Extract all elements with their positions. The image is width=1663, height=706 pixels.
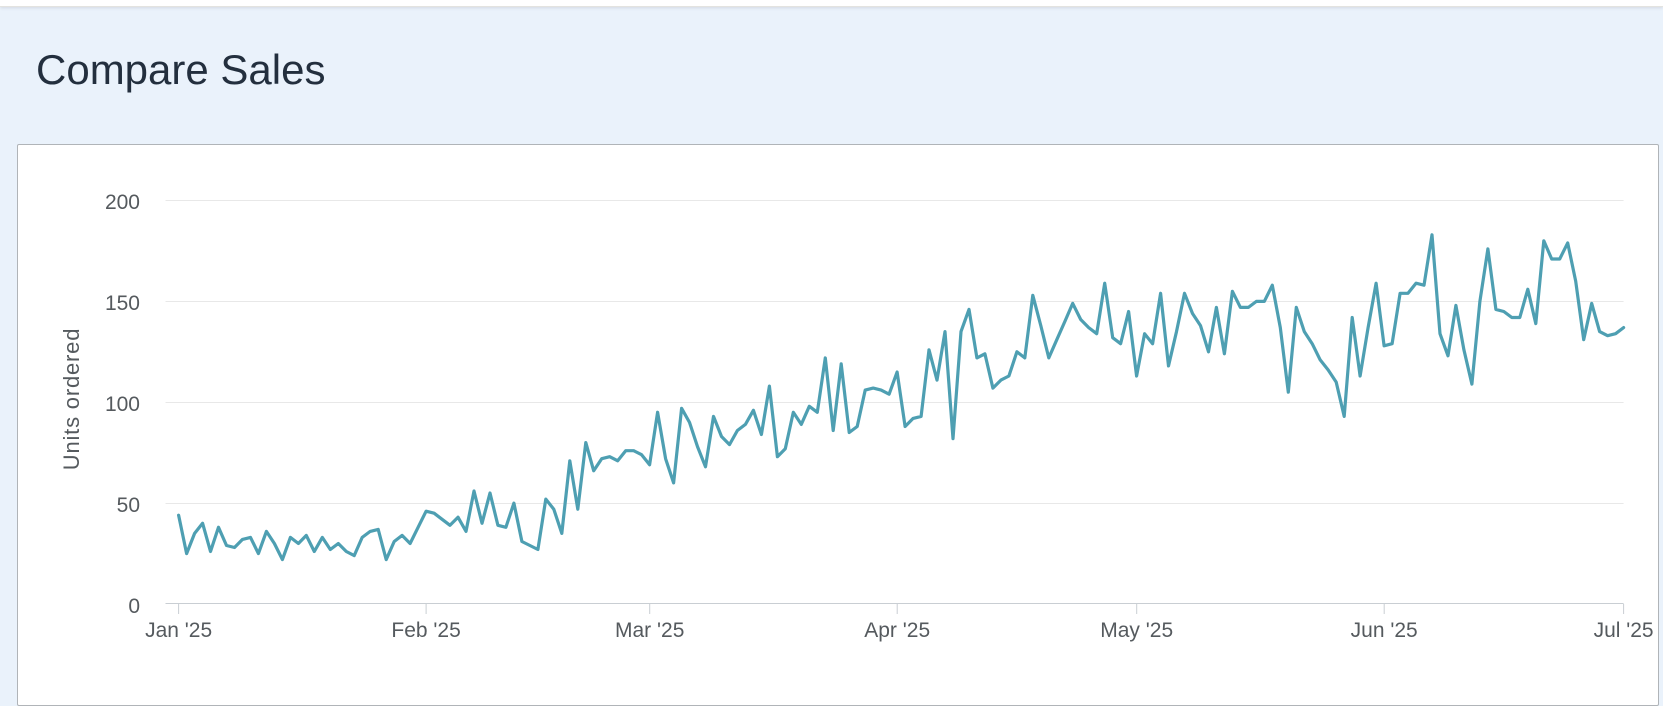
svg-text:Jan '25: Jan '25 [145, 619, 212, 642]
svg-text:150: 150 [105, 292, 140, 315]
svg-text:100: 100 [105, 393, 140, 416]
svg-text:Jun '25: Jun '25 [1351, 619, 1418, 642]
svg-text:Units ordered: Units ordered [59, 328, 84, 470]
svg-text:50: 50 [117, 494, 140, 517]
svg-text:Jul '25: Jul '25 [1594, 619, 1654, 642]
svg-text:Feb '25: Feb '25 [391, 619, 460, 642]
svg-text:0: 0 [128, 595, 140, 618]
svg-text:Mar '25: Mar '25 [615, 619, 684, 642]
svg-text:May '25: May '25 [1100, 619, 1173, 642]
svg-text:200: 200 [105, 191, 140, 214]
svg-text:Apr '25: Apr '25 [864, 619, 930, 642]
